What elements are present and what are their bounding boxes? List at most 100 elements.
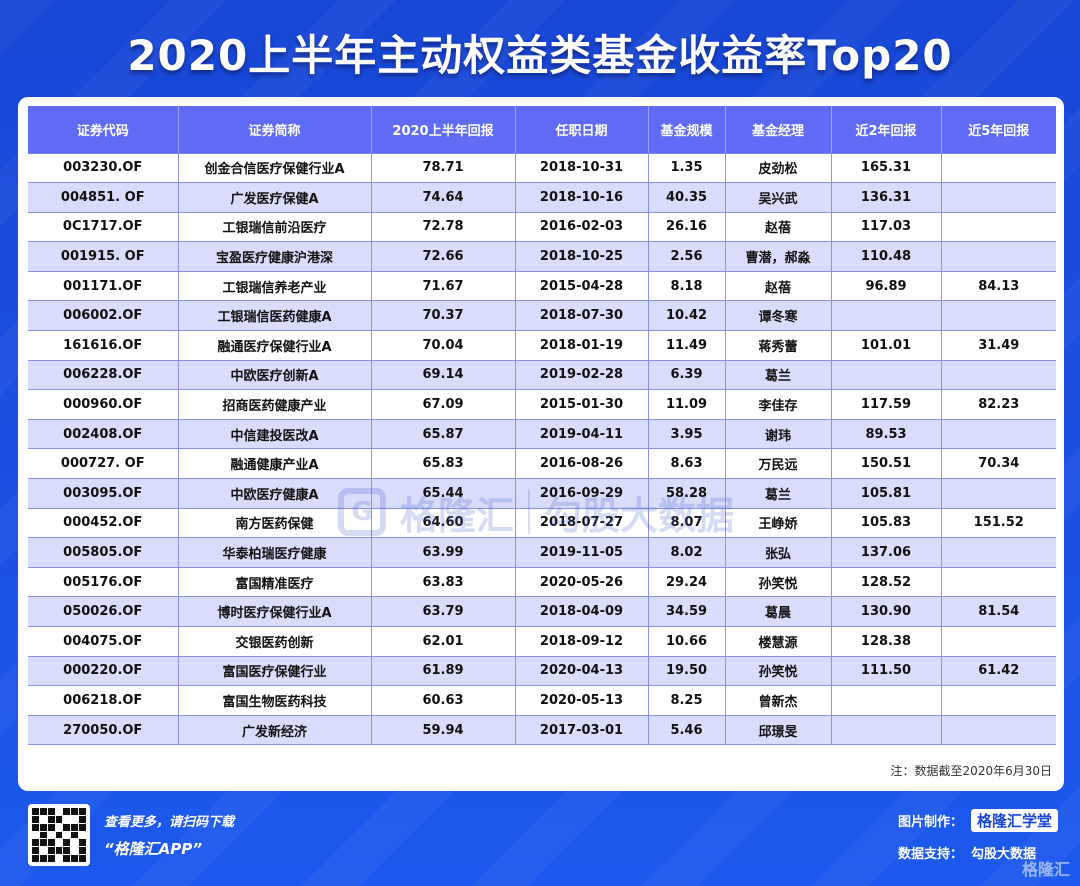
cell-code: 006228.OF xyxy=(28,360,179,391)
cell-size: 26.16 xyxy=(648,212,726,243)
cell-return-5y xyxy=(941,182,1056,213)
cell-code: 004851. OF xyxy=(28,182,179,213)
cell-return-5y xyxy=(941,685,1056,716)
cell-start-date: 2015-04-28 xyxy=(515,271,649,302)
cell-return-h1: 71.67 xyxy=(371,271,516,302)
cell-code: 005805.OF xyxy=(28,537,179,568)
made-by-label: 图片制作： xyxy=(897,814,963,830)
cell-return-5y xyxy=(941,567,1056,598)
made-by-brand: 格隆汇学堂 xyxy=(970,808,1058,832)
cell-name: 广发医疗保健A xyxy=(178,182,372,213)
cell-code: 000452.OF xyxy=(28,508,179,539)
cell-return-h1: 62.01 xyxy=(371,626,516,657)
table-row: 006218.OF 富国生物医药科技 60.63 2020-05-13 8.25 曾新杰 xyxy=(28,685,1056,716)
cell-size: 8.02 xyxy=(648,537,726,568)
cell-return-2y: 117.03 xyxy=(831,212,942,243)
cell-return-2y: 130.90 xyxy=(831,596,942,627)
data-note: 注：数据截至2020年6月30日 xyxy=(890,764,1052,778)
cell-return-h1: 78.71 xyxy=(371,153,516,184)
cell-return-5y xyxy=(941,300,1056,332)
cell-return-h1: 65.44 xyxy=(371,478,516,509)
cell-code: 270050.OF xyxy=(28,715,179,746)
cell-return-5y xyxy=(941,626,1056,657)
table-row: 000220.OF 富国医疗保健行业 61.89 2020-04-13 19.50 孙笑悦… xyxy=(28,656,1056,687)
cell-return-5y: 81.54 xyxy=(941,596,1056,627)
cell-manager: 万民远 xyxy=(725,448,832,480)
cell-return-5y xyxy=(941,478,1056,509)
column-header: 基金经理 xyxy=(725,106,832,154)
cell-name: 创金合信医疗保健行业A xyxy=(178,153,372,184)
cell-name: 华泰柏瑞医疗健康 xyxy=(178,537,372,568)
cell-size: 8.63 xyxy=(648,448,726,480)
cell-manager: 葛晨 xyxy=(725,596,832,627)
cell-return-5y xyxy=(941,153,1056,184)
cell-return-h1: 72.78 xyxy=(371,212,516,243)
cell-return-2y: 110.48 xyxy=(831,241,942,272)
column-header: 证券简称 xyxy=(178,106,372,154)
cell-return-2y xyxy=(831,715,942,746)
table-row: 000452.OF 南方医药保健 64.60 2018-07-27 8.07 王峥娇 105… xyxy=(28,508,1056,539)
cell-code: 000727. OF xyxy=(28,448,179,480)
cell-manager: 王峥娇 xyxy=(725,508,832,539)
cell-return-h1: 65.83 xyxy=(371,448,516,480)
cell-code: 004075.OF xyxy=(28,626,179,657)
cell-return-5y: 82.23 xyxy=(941,389,1056,420)
cell-start-date: 2016-08-26 xyxy=(515,448,649,480)
cell-return-5y: 84.13 xyxy=(941,271,1056,302)
cell-size: 11.09 xyxy=(648,389,726,420)
cell-name: 融通健康产业A xyxy=(178,448,372,480)
cell-code: 002408.OF xyxy=(28,419,179,450)
corner-watermark: 格隆汇 xyxy=(1021,860,1070,879)
cell-code: 005176.OF xyxy=(28,567,179,598)
cell-name: 富国精准医疗 xyxy=(178,567,372,598)
cell-start-date: 2016-09-29 xyxy=(515,478,649,509)
cell-start-date: 2018-10-31 xyxy=(515,153,649,184)
cell-return-2y xyxy=(831,360,942,391)
cell-manager: 曾新杰 xyxy=(725,685,832,716)
cell-return-2y: 137.06 xyxy=(831,537,942,568)
cell-return-2y: 150.51 xyxy=(831,448,942,480)
cell-size: 19.50 xyxy=(648,656,726,687)
cell-name: 招商医药健康产业 xyxy=(178,389,372,420)
cell-return-h1: 74.64 xyxy=(371,182,516,213)
cell-manager: 赵蓓 xyxy=(725,271,832,302)
cell-manager: 皮劲松 xyxy=(725,153,832,184)
cell-start-date: 2015-01-30 xyxy=(515,389,649,420)
cell-return-2y: 111.50 xyxy=(831,656,942,687)
cell-return-h1: 67.09 xyxy=(371,389,516,420)
cell-return-5y: 70.34 xyxy=(941,448,1056,480)
table-row: 003095.OF 中欧医疗健康A 65.44 2016-09-29 58.28 葛兰 10… xyxy=(28,478,1056,509)
cell-size: 10.42 xyxy=(648,300,726,332)
cell-name: 交银医药创新 xyxy=(178,626,372,657)
cell-return-2y: 96.89 xyxy=(831,271,942,302)
cell-return-2y: 105.83 xyxy=(831,508,942,539)
cell-manager: 谭冬寒 xyxy=(725,300,832,332)
table-row: 0C1717.OF 工银瑞信前沿医疗 72.78 2016-02-03 26.16 赵蓓 1… xyxy=(28,212,1056,243)
cell-manager: 葛兰 xyxy=(725,360,832,391)
cell-code: 001171.OF xyxy=(28,271,179,302)
cell-code: 161616.OF xyxy=(28,330,179,361)
cell-code: 000960.OF xyxy=(28,389,179,420)
cell-start-date: 2018-10-25 xyxy=(515,241,649,272)
cell-return-h1: 63.83 xyxy=(371,567,516,598)
table-row: 000727. OF 融通健康产业A 65.83 2016-08-26 8.63 万民远 1… xyxy=(28,448,1056,480)
cell-size: 10.66 xyxy=(648,626,726,657)
cell-manager: 吴兴武 xyxy=(725,182,832,213)
table-row: 050026.OF 博时医疗保健行业A 63.79 2018-04-09 34.59 葛晨… xyxy=(28,596,1056,627)
cell-size: 34.59 xyxy=(648,596,726,627)
cell-return-h1: 60.63 xyxy=(371,685,516,716)
cell-manager: 葛兰 xyxy=(725,478,832,509)
cell-name: 富国生物医药科技 xyxy=(178,685,372,716)
cell-start-date: 2018-10-16 xyxy=(515,182,649,213)
cell-return-5y: 31.49 xyxy=(941,330,1056,361)
table-row: 000960.OF 招商医药健康产业 67.09 2015-01-30 11.09 李佳存… xyxy=(28,389,1056,420)
cell-start-date: 2020-04-13 xyxy=(515,656,649,687)
cell-return-h1: 72.66 xyxy=(371,241,516,272)
table-row: 002408.OF 中信建投医改A 65.87 2019-04-11 3.95 谢玮 89.… xyxy=(28,419,1056,450)
footer-line1: 查看更多，请扫码下载 xyxy=(104,815,235,830)
qr-code-icon[interactable] xyxy=(28,804,90,866)
table-row: 270050.OF 广发新经济 59.94 2017-03-01 5.46 邱璟旻 xyxy=(28,715,1056,746)
cell-size: 8.18 xyxy=(648,271,726,302)
cell-start-date: 2019-02-28 xyxy=(515,360,649,391)
cell-manager: 孙笑悦 xyxy=(725,656,832,687)
